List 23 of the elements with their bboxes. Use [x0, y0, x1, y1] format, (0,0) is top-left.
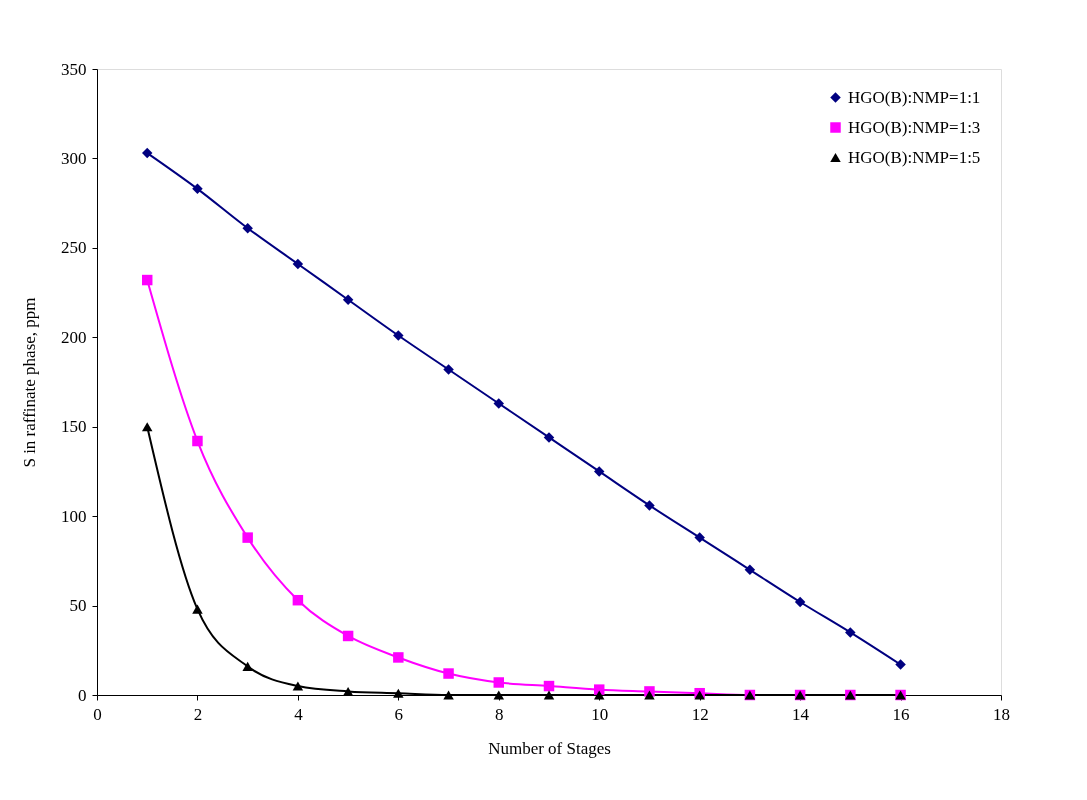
y-tick-label: 50: [69, 596, 87, 616]
y-tick-label: 0: [78, 685, 87, 705]
x-tick-label: 10: [591, 704, 609, 724]
x-tick-label: 16: [892, 704, 910, 724]
x-tick-label: 12: [691, 704, 709, 724]
x-axis-title: Number of Stages: [488, 738, 611, 758]
y-tick-label: 200: [61, 327, 87, 347]
legend-label: HGO(B):NMP=1:1: [848, 87, 981, 107]
y-tick-label: 300: [61, 148, 87, 168]
y-axis-title: S in raffinate phase, ppm: [20, 297, 39, 468]
y-tick-label: 250: [61, 238, 87, 258]
x-tick-label: 2: [193, 704, 203, 724]
x-tick-label: 18: [993, 704, 1010, 724]
x-tick-label: 8: [495, 704, 504, 724]
y-tick-label: 100: [61, 506, 87, 526]
x-tick-label: 6: [394, 704, 404, 724]
y-tick-label: 350: [61, 59, 87, 79]
legend-label: HGO(B):NMP=1:3: [848, 117, 981, 137]
legend-label: HGO(B):NMP=1:5: [848, 147, 981, 167]
y-tick-label: 150: [61, 417, 87, 437]
x-tick-label: 14: [792, 704, 810, 724]
x-tick-label: 0: [93, 704, 102, 724]
x-tick-label: 4: [294, 704, 304, 724]
